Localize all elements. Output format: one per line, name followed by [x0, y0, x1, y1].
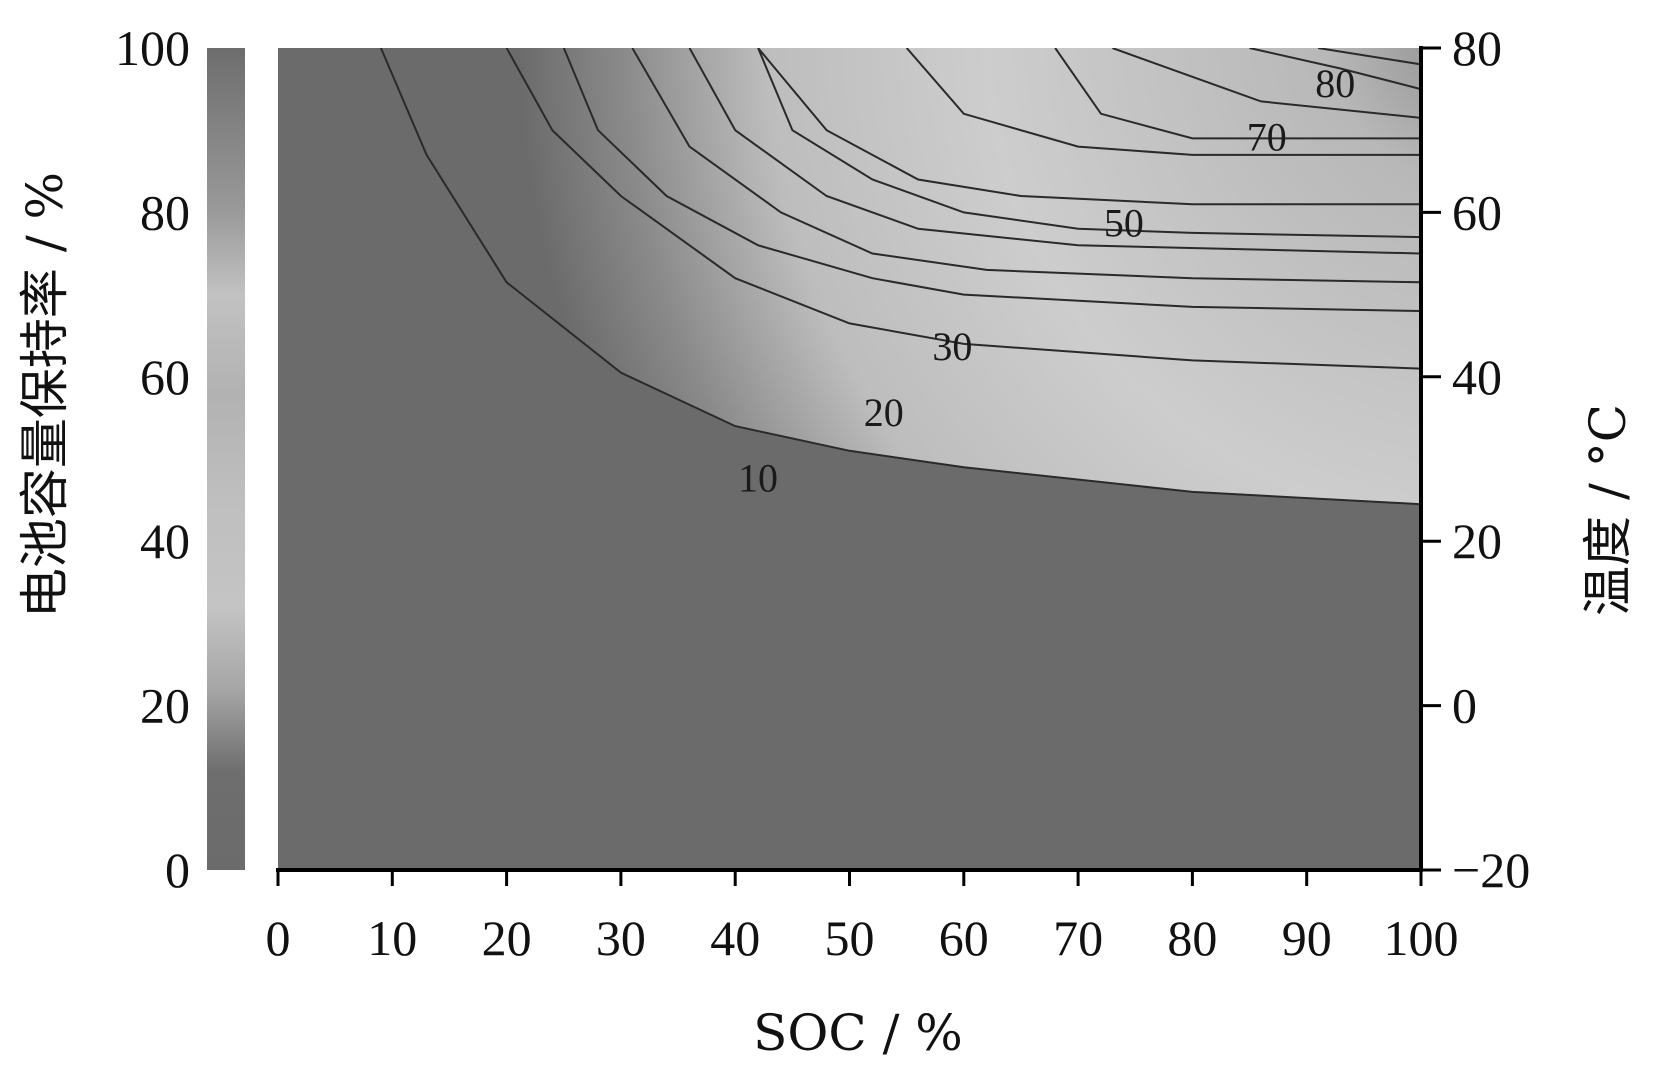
left-tick-label: 100 [115, 20, 190, 76]
contour-line-unlabeled [1249, 48, 1421, 91]
contour-label-50: 50 [1104, 201, 1144, 246]
x-tick-label: 80 [1167, 910, 1217, 966]
x-axis-title: SOC / % [753, 1004, 963, 1062]
x-tick-label: 10 [367, 910, 417, 966]
contour-line-unlabeled [1317, 48, 1421, 66]
heatmap-warm-region [380, 48, 1421, 505]
left-tick-label: 80 [140, 184, 190, 240]
x-tick-label: 50 [825, 910, 875, 966]
contour-lines [379, 48, 1421, 506]
colorbar [207, 48, 245, 870]
left-axis-ticks: 0 20 40 60 80 100 [115, 20, 190, 898]
x-tick-label: 30 [596, 910, 646, 966]
x-tick-label: 60 [939, 910, 989, 966]
contour-line-80 [1112, 48, 1421, 119]
contour-label-10: 10 [738, 456, 778, 501]
x-tick-label: 40 [710, 910, 760, 966]
contour-label-80: 80 [1315, 61, 1355, 106]
contour-line-10 [379, 48, 1421, 506]
left-tick-label: 60 [140, 349, 190, 405]
x-axis-ticks: 0 10 20 30 40 50 60 70 80 90 100 [266, 870, 1459, 966]
contour-label-70: 70 [1247, 114, 1287, 159]
left-axis-title: 电池容量保持率 / % [16, 172, 74, 618]
right-tick-label: 40 [1452, 349, 1502, 405]
contour-label-20: 20 [864, 390, 904, 435]
left-tick-label: 20 [140, 678, 190, 734]
left-tick-label: 40 [140, 513, 190, 569]
contour-line-70 [905, 48, 1421, 156]
contour-label-30: 30 [932, 324, 972, 369]
contour-line-20 [505, 48, 1421, 370]
x-tick-label: 70 [1053, 910, 1103, 966]
contour-line-30 [631, 48, 1421, 284]
x-tick-label: 100 [1384, 910, 1459, 966]
contour-line-unlabeled [562, 48, 1421, 312]
right-tick-label: 60 [1452, 184, 1502, 240]
x-tick-label: 20 [482, 910, 532, 966]
right-tick-label: 80 [1452, 20, 1502, 76]
contour-line-unlabeled [688, 48, 1421, 255]
left-tick-label: 0 [165, 842, 190, 898]
contour-labels: 10 20 30 50 70 80 [738, 61, 1355, 501]
contour-line-unlabeled [757, 48, 1421, 206]
right-axis-title: 温度 / °C [1579, 404, 1637, 616]
x-tick-label: 90 [1282, 910, 1332, 966]
right-axis-ticks: −20 0 20 40 60 80 [1421, 20, 1530, 898]
contour-line-50 [757, 48, 1421, 239]
x-tick-label: 0 [266, 910, 291, 966]
right-tick-label: 20 [1452, 513, 1502, 569]
right-tick-label: 0 [1452, 678, 1477, 734]
contour-line-unlabeled [1054, 48, 1421, 140]
right-tick-label: −20 [1452, 842, 1530, 898]
